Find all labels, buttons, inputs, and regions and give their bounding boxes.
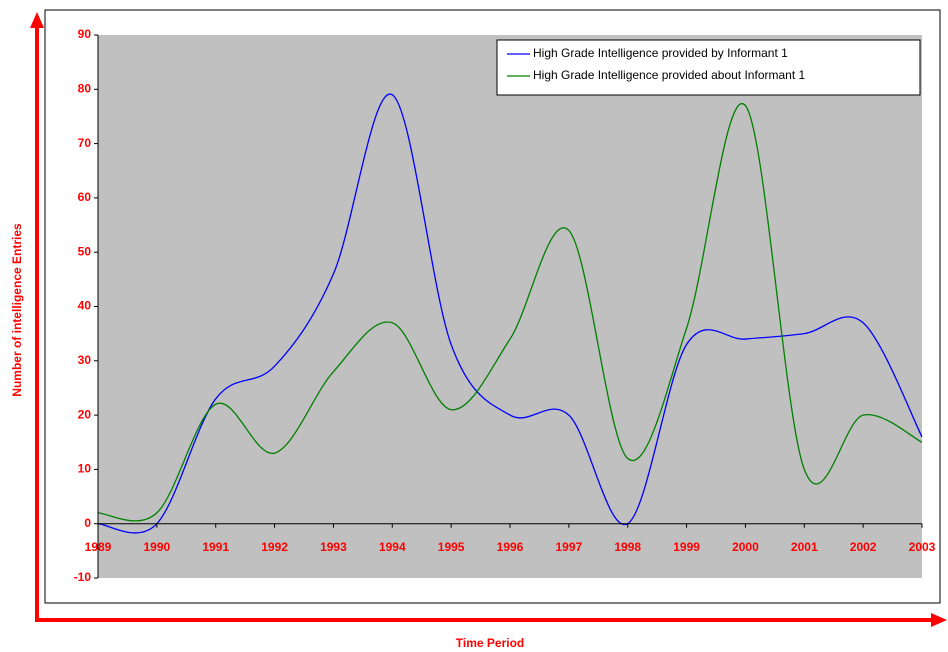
x-tick-label: 2003 bbox=[909, 540, 936, 554]
x-arrow-head bbox=[931, 613, 947, 627]
x-tick-label: 1992 bbox=[261, 540, 288, 554]
x-tick-label: 1993 bbox=[320, 540, 347, 554]
x-tick-label: 2000 bbox=[732, 540, 759, 554]
y-tick-label: 80 bbox=[78, 81, 92, 95]
series-line bbox=[97, 102, 923, 522]
legend-label: High Grade Intelligence provided about I… bbox=[533, 68, 805, 82]
y-tick-label: 0 bbox=[84, 516, 91, 530]
x-axis-label: Time Period bbox=[456, 636, 524, 650]
y-tick-label: 30 bbox=[78, 353, 92, 367]
x-tick-label: 2001 bbox=[791, 540, 818, 554]
legend: High Grade Intelligence provided by Info… bbox=[496, 39, 921, 96]
x-tick-label: 1996 bbox=[497, 540, 524, 554]
y-tick-label: 40 bbox=[78, 299, 92, 313]
plot-area bbox=[97, 35, 923, 578]
y-tick-label: -10 bbox=[74, 570, 92, 584]
y-tick-label: 90 bbox=[78, 27, 92, 41]
x-tick-label: 1991 bbox=[202, 540, 229, 554]
y-tick-label: 10 bbox=[78, 462, 92, 476]
legend-label: High Grade Intelligence provided by Info… bbox=[533, 46, 788, 60]
y-tick-label: 20 bbox=[78, 407, 92, 421]
x-tick-label: 1999 bbox=[673, 540, 700, 554]
y-tick-label: 60 bbox=[78, 190, 92, 204]
x-tick-label: 1995 bbox=[438, 540, 465, 554]
y-tick-label: 50 bbox=[78, 244, 92, 258]
x-tick-label: 1998 bbox=[614, 540, 641, 554]
y-axis-label: Number of intelligence Entries bbox=[10, 223, 24, 397]
x-tick-label: 2002 bbox=[850, 540, 877, 554]
x-tick-label: 1990 bbox=[144, 540, 171, 554]
x-tick-label: 1997 bbox=[556, 540, 583, 554]
x-tick-label: 1989 bbox=[85, 540, 112, 554]
y-arrow-head bbox=[30, 12, 44, 28]
y-tick-label: 70 bbox=[78, 136, 92, 150]
legend-box bbox=[496, 39, 921, 96]
axes: -10 0 10 20 30 40 50 60 70 80 90 1989 1990 1991 1992 19… bbox=[74, 27, 936, 584]
series-line bbox=[97, 93, 923, 534]
x-tick-label: 1994 bbox=[379, 540, 406, 554]
plot-background bbox=[98, 35, 922, 578]
